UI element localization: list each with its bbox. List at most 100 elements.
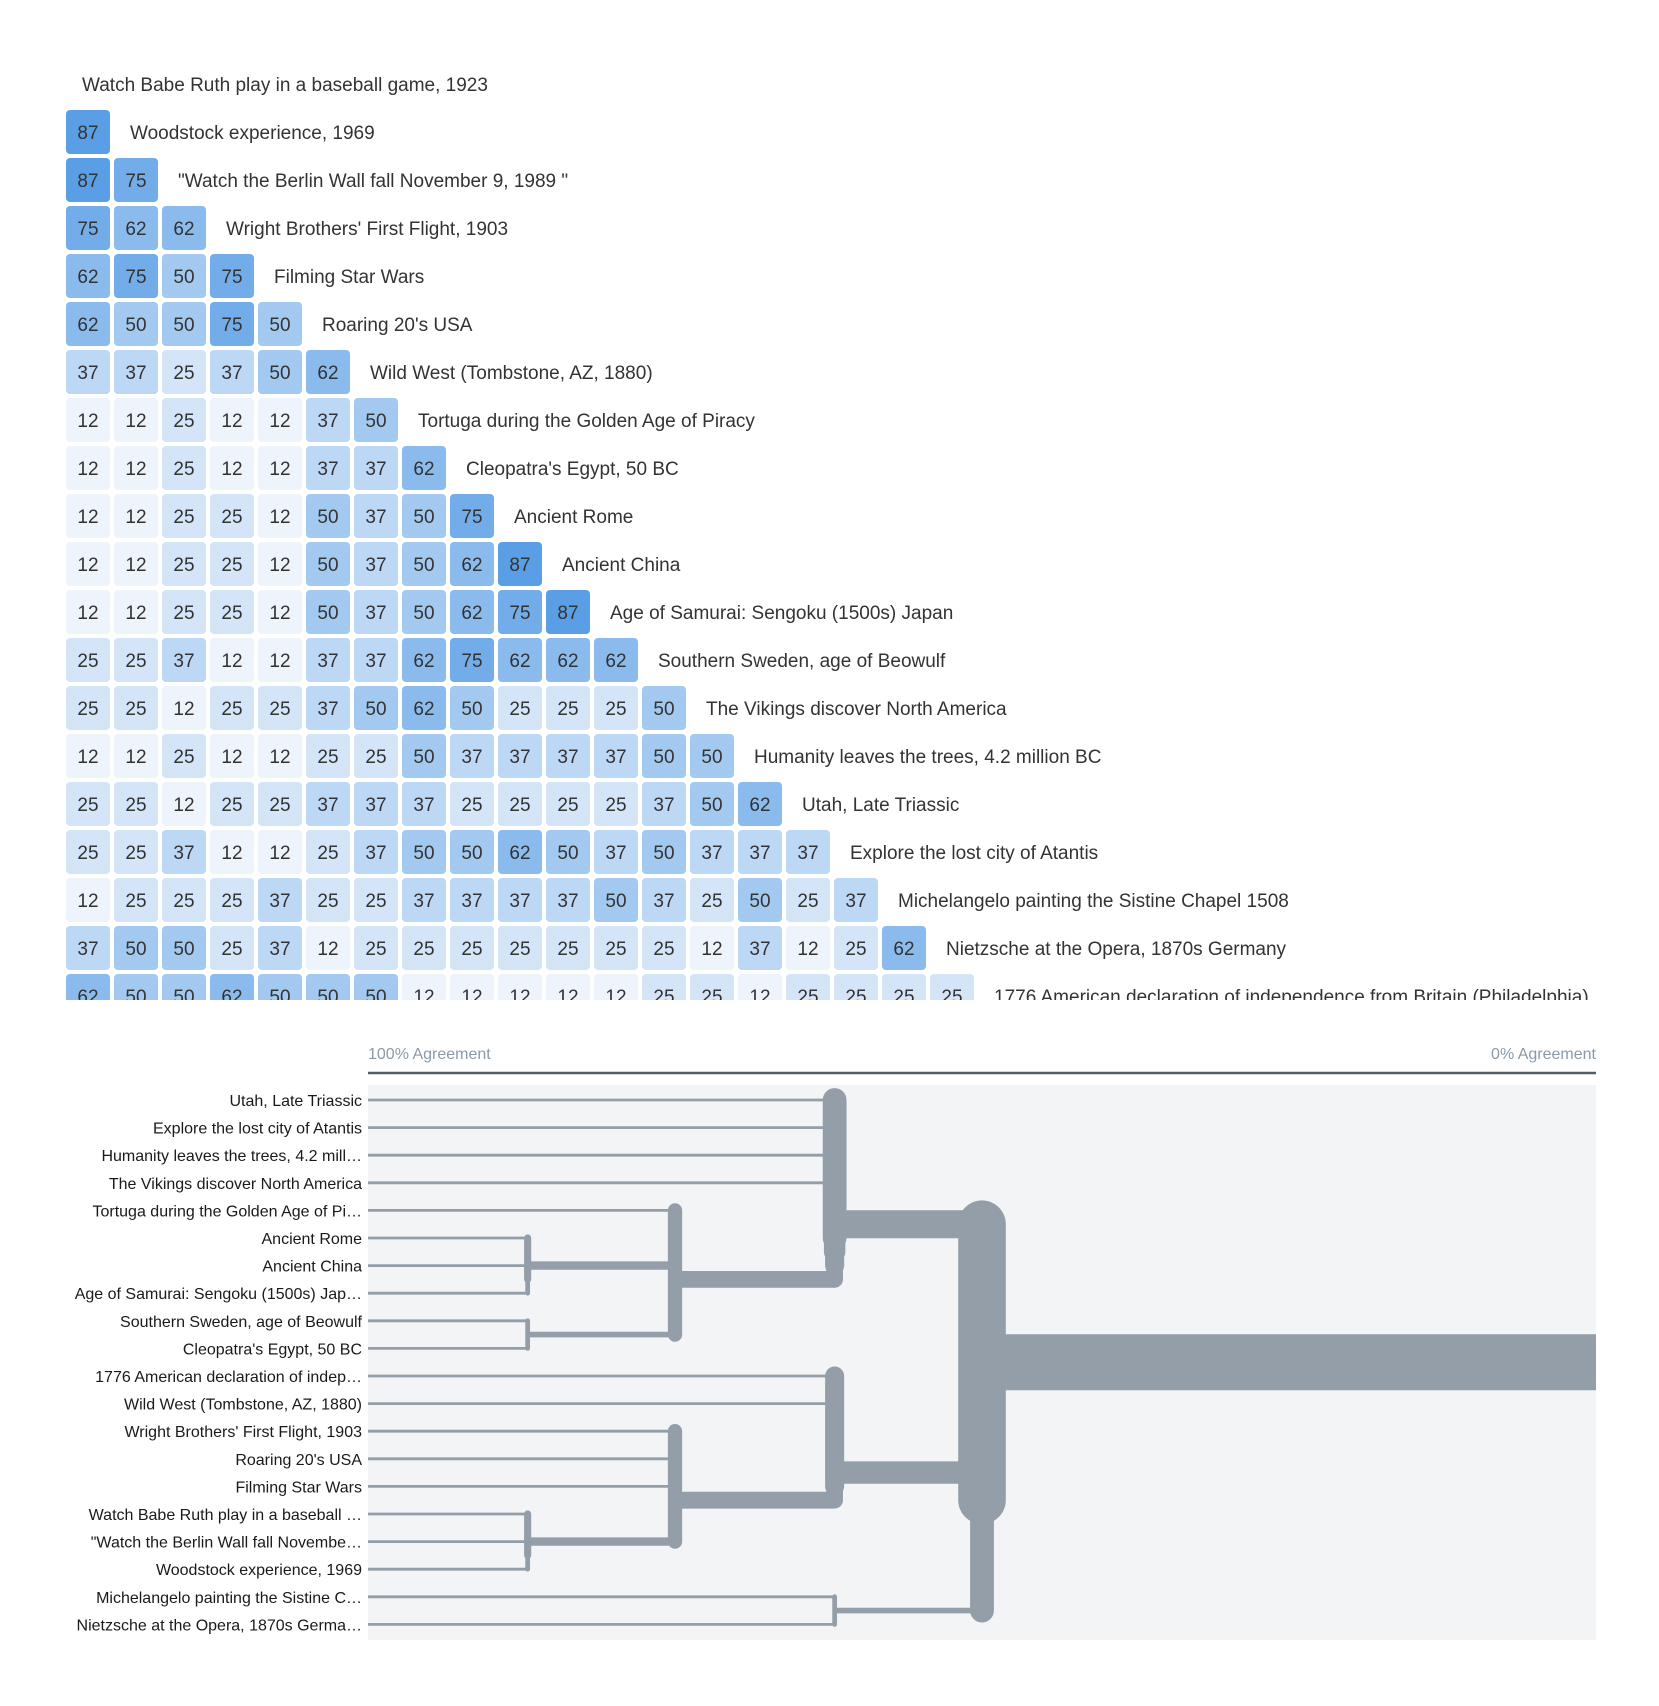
- matrix-cell-value: 50: [461, 699, 482, 720]
- matrix-cell-value: 37: [701, 843, 722, 864]
- matrix-cell-value: 37: [509, 891, 530, 912]
- matrix-cell: [162, 638, 206, 682]
- matrix-cell-value: 25: [509, 795, 530, 816]
- matrix-cell: [66, 254, 110, 298]
- dendrogram-leaf-label: Tortuga during the Golden Age of Pi…: [92, 1203, 362, 1220]
- matrix-cell-value: 37: [413, 795, 434, 816]
- matrix-cell-value: 37: [749, 843, 770, 864]
- matrix-cell: [114, 734, 158, 778]
- matrix-cell: [354, 974, 398, 1000]
- matrix-cell: [546, 686, 590, 730]
- matrix-cell: [546, 974, 590, 1000]
- matrix-cell: [498, 734, 542, 778]
- matrix-cell-value: 37: [317, 459, 338, 480]
- matrix-cell: [306, 494, 350, 538]
- matrix-row-label: Cleopatra's Egypt, 50 BC: [466, 459, 679, 480]
- matrix-cell: [162, 926, 206, 970]
- matrix-cell-value: 12: [269, 555, 290, 576]
- matrix-cell-value: 87: [77, 123, 98, 144]
- matrix-cell-value: 50: [413, 843, 434, 864]
- matrix-row-label: Utah, Late Triassic: [802, 795, 959, 816]
- matrix-cell: [594, 638, 638, 682]
- matrix-cell: [258, 350, 302, 394]
- matrix-cell-value: 25: [173, 891, 194, 912]
- matrix-cell: [498, 590, 542, 634]
- matrix-cell-value: 12: [221, 651, 242, 672]
- matrix-cell-value: 37: [365, 795, 386, 816]
- matrix-cell-value: 37: [173, 651, 194, 672]
- matrix-cell: [66, 686, 110, 730]
- matrix-cell-value: 37: [605, 747, 626, 768]
- matrix-cell-value: 75: [221, 315, 242, 336]
- matrix-row-label: Ancient Rome: [514, 507, 633, 528]
- matrix-cell: [402, 734, 446, 778]
- matrix-cell-value: 25: [317, 891, 338, 912]
- matrix-cell: [210, 878, 254, 922]
- matrix-cell-value: 12: [173, 699, 194, 720]
- matrix-cell-value: 75: [461, 507, 482, 528]
- matrix-cell: [162, 254, 206, 298]
- matrix-cell-value: 25: [221, 891, 242, 912]
- matrix-cell-value: 50: [125, 987, 146, 1000]
- matrix-cell-value: 37: [173, 843, 194, 864]
- matrix-cell-value: 37: [77, 363, 98, 384]
- matrix-cell: [354, 542, 398, 586]
- matrix-cell: [402, 782, 446, 826]
- matrix-cell-value: 62: [413, 699, 434, 720]
- matrix-cell: [114, 590, 158, 634]
- matrix-cell: [114, 398, 158, 442]
- matrix-cell: [306, 782, 350, 826]
- matrix-cell-value: 12: [797, 939, 818, 960]
- matrix-cell: [738, 974, 782, 1000]
- matrix-cell: [594, 734, 638, 778]
- matrix-cell: [498, 830, 542, 874]
- matrix-cell-value: 25: [653, 939, 674, 960]
- matrix-cell: [594, 830, 638, 874]
- matrix-cell-value: 50: [365, 699, 386, 720]
- dendrogram-leaf-label: Utah, Late Triassic: [230, 1093, 363, 1110]
- matrix-cell: [162, 398, 206, 442]
- matrix-cell-value: 12: [221, 459, 242, 480]
- matrix-cell-value: 25: [125, 651, 146, 672]
- matrix-cell-value: 12: [125, 747, 146, 768]
- matrix-cell-value: 12: [269, 843, 290, 864]
- matrix-cell-value: 50: [413, 507, 434, 528]
- matrix-cell-value: 12: [605, 987, 626, 1000]
- matrix-cell: [930, 974, 974, 1000]
- matrix-cell: [114, 830, 158, 874]
- matrix-cell-value: 75: [77, 219, 98, 240]
- matrix-cell: [642, 734, 686, 778]
- matrix-cell-value: 37: [461, 747, 482, 768]
- matrix-cell-value: 50: [173, 939, 194, 960]
- matrix-cell-value: 12: [125, 411, 146, 432]
- matrix-cell: [354, 782, 398, 826]
- matrix-row-label: Ancient China: [562, 555, 681, 576]
- axis-right-label: 0% Agreement: [1491, 1046, 1597, 1063]
- matrix-cell: [210, 254, 254, 298]
- matrix-cell-value: 50: [413, 555, 434, 576]
- matrix-cell-value: 25: [509, 699, 530, 720]
- matrix-cell-value: 37: [77, 939, 98, 960]
- matrix-cell: [306, 686, 350, 730]
- matrix-cell: [450, 590, 494, 634]
- matrix-cell: [738, 926, 782, 970]
- matrix-cell-value: 75: [221, 267, 242, 288]
- matrix-cell-value: 50: [701, 795, 722, 816]
- matrix-cell-value: 75: [125, 171, 146, 192]
- matrix-cell: [66, 206, 110, 250]
- matrix-cell: [402, 878, 446, 922]
- matrix-cell-value: 25: [461, 795, 482, 816]
- matrix-cell: [354, 590, 398, 634]
- matrix-cell: [210, 398, 254, 442]
- matrix-cell-value: 62: [77, 987, 98, 1000]
- matrix-cell: [258, 638, 302, 682]
- matrix-cell-value: 12: [221, 411, 242, 432]
- dendrogram-leaf-label: Woodstock experience, 1969: [156, 1562, 362, 1579]
- matrix-cell-value: 25: [221, 507, 242, 528]
- dendrogram-leaf-label: Humanity leaves the trees, 4.2 mill…: [101, 1148, 362, 1165]
- matrix-cell-value: 25: [605, 795, 626, 816]
- matrix-cell-value: 37: [365, 459, 386, 480]
- matrix-cell: [834, 878, 878, 922]
- matrix-cell: [450, 782, 494, 826]
- matrix-cell-value: 25: [173, 411, 194, 432]
